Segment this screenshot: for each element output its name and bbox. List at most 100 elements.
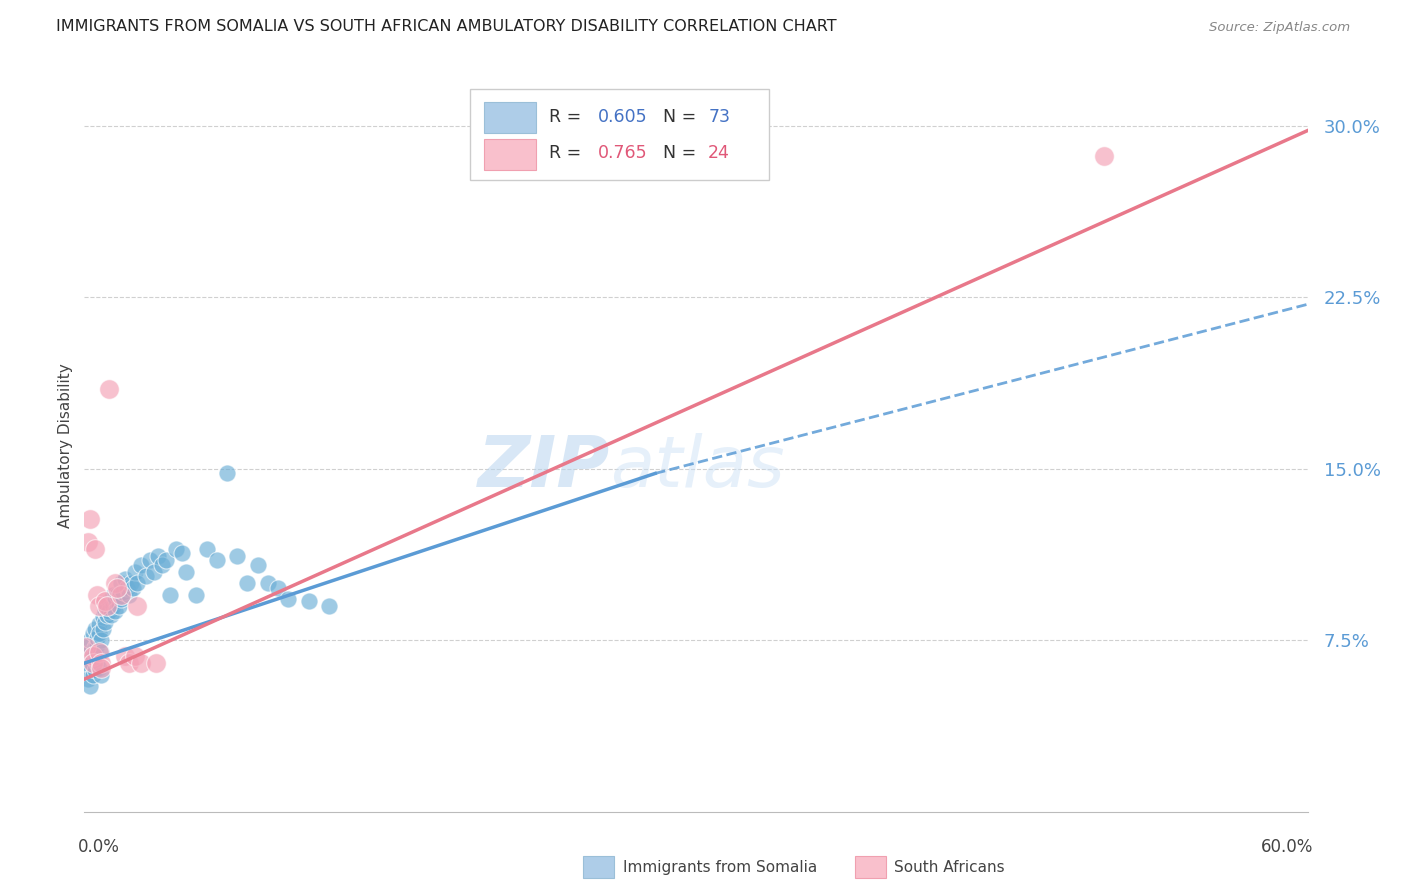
Point [217, 467, 239, 481]
Point [75, 640, 97, 655]
Point [195, 541, 218, 556]
Text: 60.0%: 60.0% [1261, 838, 1313, 856]
Point [96, 599, 118, 613]
Text: 24: 24 [709, 145, 730, 162]
Point [101, 588, 124, 602]
Point [82, 626, 104, 640]
Point [91, 622, 114, 636]
Point [236, 576, 259, 591]
Point [79, 679, 101, 693]
Point [226, 549, 249, 563]
Point [165, 541, 187, 556]
Point [90, 656, 112, 670]
Point [87, 626, 110, 640]
Point [87, 617, 110, 632]
Text: Immigrants from Somalia: Immigrants from Somalia [623, 860, 817, 874]
Point [110, 588, 132, 602]
FancyBboxPatch shape [470, 89, 769, 180]
Point [124, 565, 146, 579]
Point [96, 599, 118, 613]
Point [131, 558, 153, 572]
Point [105, 588, 128, 602]
Point [101, 599, 124, 613]
Point [118, 588, 141, 602]
Text: R =: R = [550, 108, 586, 126]
Point [97, 604, 120, 618]
Point [205, 553, 228, 567]
Point [146, 549, 169, 563]
Point [93, 594, 115, 608]
Point [90, 633, 112, 648]
Point [110, 592, 132, 607]
Point [1092, 149, 1115, 163]
Point [122, 581, 145, 595]
Point [87, 645, 110, 659]
Point [90, 661, 112, 675]
Point [87, 661, 110, 675]
Point [86, 588, 108, 602]
Point [114, 572, 136, 586]
Point [82, 649, 104, 664]
Text: 73: 73 [709, 108, 730, 126]
Point [115, 581, 138, 595]
Text: Source: ZipAtlas.com: Source: ZipAtlas.com [1209, 21, 1350, 34]
Point [97, 594, 120, 608]
Point [77, 640, 100, 655]
Point [77, 535, 100, 549]
Point [267, 581, 290, 595]
Point [83, 622, 105, 636]
Point [298, 594, 321, 608]
FancyBboxPatch shape [484, 103, 536, 133]
Point [105, 581, 128, 595]
Point [93, 615, 115, 629]
Point [142, 565, 165, 579]
Point [83, 647, 105, 661]
Point [112, 585, 135, 599]
Point [79, 512, 101, 526]
Point [75, 663, 97, 677]
Text: IMMIGRANTS FROM SOMALIA VS SOUTH AFRICAN AMBULATORY DISABILITY CORRELATION CHART: IMMIGRANTS FROM SOMALIA VS SOUTH AFRICAN… [56, 20, 837, 34]
Point [155, 553, 177, 567]
Y-axis label: Ambulatory Disability: Ambulatory Disability [58, 364, 73, 528]
Text: South Africans: South Africans [894, 860, 1005, 874]
Text: ZIP: ZIP [478, 434, 610, 502]
Point [77, 672, 100, 686]
Point [172, 546, 194, 560]
Text: N =: N = [664, 108, 702, 126]
Text: R =: R = [550, 145, 586, 162]
Point [82, 649, 104, 664]
Point [318, 599, 340, 613]
Point [124, 649, 146, 664]
Point [87, 599, 110, 613]
Point [77, 656, 100, 670]
Point [93, 604, 115, 618]
Point [104, 594, 127, 608]
Point [96, 608, 118, 623]
Point [150, 558, 173, 572]
Point [100, 608, 122, 623]
Point [104, 576, 127, 591]
Point [91, 610, 114, 624]
Point [118, 656, 141, 670]
Point [135, 569, 157, 583]
Point [100, 592, 122, 607]
Point [104, 604, 127, 618]
Point [186, 588, 208, 602]
Point [257, 576, 280, 591]
Point [79, 645, 101, 659]
Point [131, 656, 153, 670]
Point [127, 576, 149, 591]
Point [120, 576, 142, 591]
Point [108, 599, 131, 613]
Point [114, 649, 136, 664]
Point [82, 656, 104, 670]
Point [82, 667, 104, 681]
Point [90, 645, 112, 659]
Point [75, 649, 97, 664]
Point [138, 553, 160, 567]
Text: 0.0%: 0.0% [79, 838, 120, 856]
Point [83, 663, 105, 677]
Point [127, 599, 149, 613]
Point [246, 558, 269, 572]
Point [83, 541, 105, 556]
